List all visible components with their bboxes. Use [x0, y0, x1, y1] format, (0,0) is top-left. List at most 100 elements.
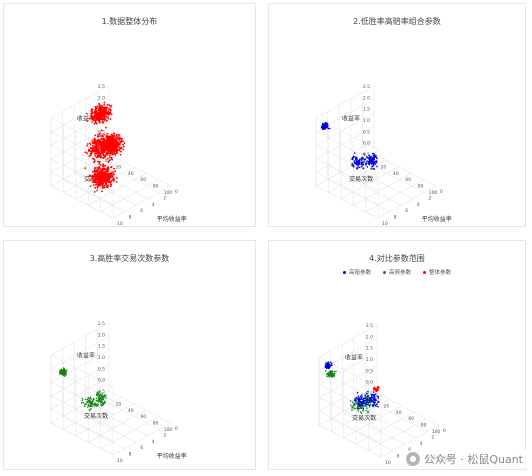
data-point: [335, 370, 337, 373]
data-point: [372, 168, 374, 170]
scatter-3d-plot: 2.52.01.51.00.50.0-0.5020406080100024681…: [318, 323, 455, 466]
gridline: [63, 397, 122, 430]
data-point: [96, 394, 99, 397]
data-point: [93, 140, 96, 143]
z-tick-label: 0.0: [363, 141, 370, 147]
z-tick-label: 1.5: [98, 344, 105, 350]
gridline: [315, 172, 379, 205]
data-point: [86, 145, 88, 147]
data-point: [373, 168, 376, 170]
data-point: [102, 135, 104, 138]
data-point: [330, 364, 333, 367]
gridline: [318, 383, 382, 417]
data-point: [99, 163, 102, 166]
data-point: [113, 144, 115, 147]
data-point: [109, 172, 112, 175]
data-point: [363, 153, 366, 156]
gridline: [50, 172, 114, 205]
data-point: [92, 142, 94, 145]
data-point: [365, 403, 367, 405]
x-tick-label: 80: [153, 184, 159, 190]
data-point: [98, 163, 101, 165]
data-point: [372, 401, 375, 404]
data-point: [104, 115, 107, 118]
z-tick-label: 0.0: [98, 378, 105, 384]
data-point: [99, 174, 102, 177]
data-point: [107, 176, 110, 179]
gridline: [88, 409, 147, 443]
data-point: [102, 145, 104, 147]
gridline: [377, 185, 437, 219]
gridline: [318, 424, 382, 458]
data-point: [107, 117, 110, 120]
data-point: [102, 398, 104, 400]
z-tick-label: 2.5: [366, 323, 373, 329]
data-point: [96, 403, 99, 405]
data-point: [95, 181, 97, 184]
data-point: [89, 152, 92, 155]
x-tick-label: 40: [396, 410, 402, 416]
data-point: [370, 156, 373, 158]
data-point: [99, 132, 101, 135]
x-tick-label: 100: [164, 427, 173, 433]
data-point: [120, 146, 123, 149]
data-point: [350, 404, 352, 407]
data-point: [113, 142, 116, 144]
data-point: [93, 191, 96, 193]
data-point: [97, 399, 100, 402]
data-point: [62, 370, 64, 372]
data-point: [106, 152, 109, 155]
data-point: [91, 177, 94, 180]
data-point: [368, 161, 370, 164]
data-point: [108, 104, 111, 107]
data-point: [100, 145, 103, 147]
data-point: [104, 144, 107, 146]
data-point: [371, 160, 373, 162]
data-point: [101, 392, 104, 395]
data-point: [90, 112, 93, 115]
x-tick-label: 60: [140, 414, 146, 420]
gridline: [74, 172, 137, 206]
data-point: [97, 111, 100, 114]
data-point: [96, 115, 99, 117]
data-point: [110, 141, 113, 143]
x-tick-label: 20: [116, 164, 122, 170]
data-point: [360, 396, 362, 398]
x-tick-label: 100: [429, 190, 438, 196]
data-point: [362, 163, 365, 166]
z-axis-label: 收益率: [77, 352, 95, 360]
data-point: [357, 407, 359, 410]
y-tick-label: 0: [175, 189, 178, 195]
data-point: [376, 165, 378, 168]
data-point: [110, 104, 113, 107]
data-point: [86, 152, 88, 155]
chart-title: 3.高胜率交易次数参数: [89, 254, 170, 263]
gridline: [342, 411, 405, 445]
data-point: [123, 142, 126, 145]
data-point: [93, 137, 96, 140]
gridline: [50, 422, 114, 456]
data-point: [100, 403, 102, 406]
data-point: [351, 407, 353, 409]
data-point: [116, 149, 119, 152]
data-point: [376, 403, 378, 405]
data-point: [110, 165, 113, 168]
data-point: [109, 156, 111, 159]
data-point: [102, 404, 105, 406]
gridline: [50, 409, 114, 442]
data-point: [81, 398, 84, 400]
gridline: [97, 160, 160, 193]
data-point: [101, 170, 104, 173]
data-point: [101, 187, 104, 190]
data-point: [122, 148, 124, 151]
data-point: [95, 144, 97, 147]
chart-panel-1: 1.数据整体分布 2.52.01.51.00.50.0-0.5020406080…: [3, 3, 256, 227]
data-point: [94, 113, 97, 116]
data-point: [112, 132, 115, 135]
data-point: [108, 160, 110, 162]
data-point: [96, 183, 99, 186]
data-point: [93, 161, 95, 164]
z-tick-label: 1.0: [363, 118, 370, 124]
